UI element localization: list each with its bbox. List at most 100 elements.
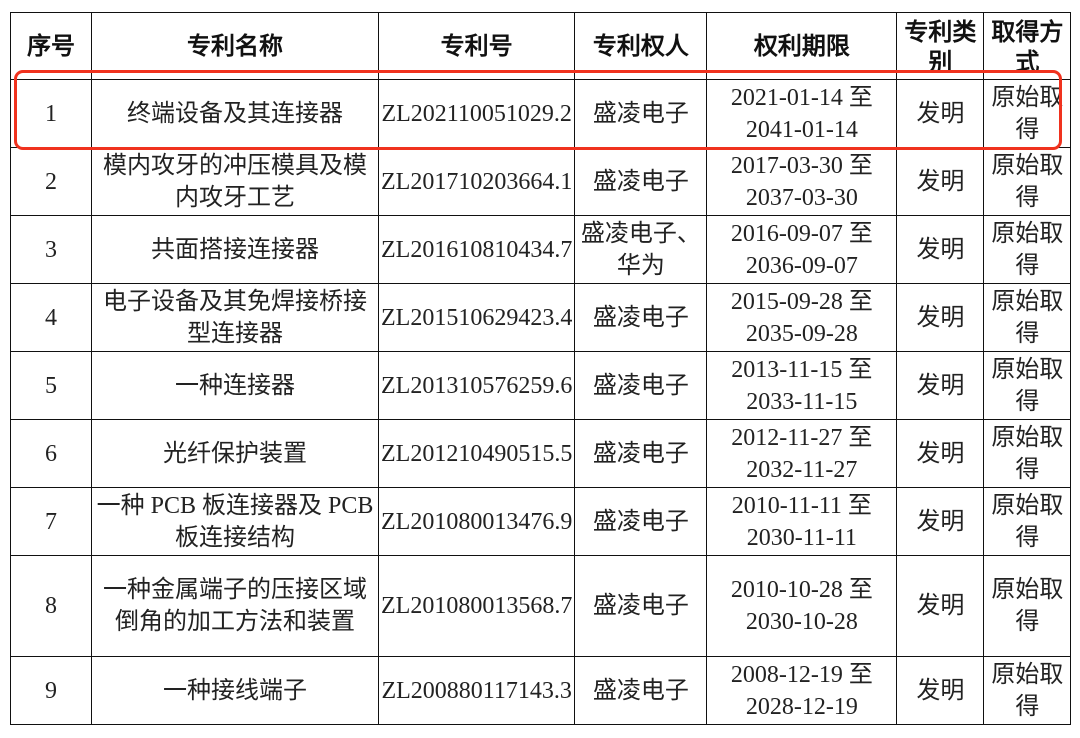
patent-number: ZL201610810434.7 (381, 236, 573, 263)
patent-number: ZL201080013568.7 (381, 593, 573, 619)
patent-number: ZL201710203664.1 (381, 168, 573, 195)
header-type: 专利类别 (896, 12, 985, 80)
row-number: 9 (45, 677, 57, 704)
patent-owner: 盛凌电子 (592, 372, 689, 399)
patent-name: 一种 PCB 板连接器及 PCB 板连接结构 (96, 492, 374, 551)
header-no: 序号 (10, 12, 92, 80)
patent-owner-cell: 盛凌电子 (574, 555, 708, 657)
patent-name-cell: 光纤保护装置 (91, 419, 379, 488)
patent-number-cell: ZL201510629423.4 (377, 283, 576, 352)
patent-owner: 盛凌电子 (592, 593, 689, 619)
table-row: 7 一种 PCB 板连接器及 PCB 板连接结构 ZL201080013476.9 盛… (10, 487, 1072, 556)
table-row: 4 电子设备及其免焊接桥接型连接器 ZL201510629423.4 盛凌电子 2015… (10, 283, 1072, 352)
patent-number: ZL202110051029.2 (381, 100, 572, 127)
patent-type-cell: 发明 (896, 215, 985, 284)
patent-owner-cell: 盛凌电子 (574, 79, 708, 148)
header-owner: 专利权人 (574, 12, 708, 80)
patent-term-cell: 2017-03-30 至 2037-03-30 (706, 147, 898, 216)
patent-name-cell: 电子设备及其免焊接桥接型连接器 (91, 283, 379, 352)
patent-term: 2010-11-11 至 2030-11-11 (731, 492, 872, 551)
table-row: 9 一种接线端子 ZL200880117143.3 盛凌电子 2008-12-19 至 … (10, 656, 1072, 725)
acquisition-method: 原始取得 (991, 492, 1064, 551)
table-row: 8 一种金属端子的压接区域倒角的加工方法和装置 ZL201080013568.7 盛凌… (10, 555, 1072, 657)
patent-name: 一种金属端子的压接区域倒角的加工方法和装置 (103, 577, 367, 635)
patent-owner: 盛凌电子 (592, 168, 689, 195)
patent-owner-cell: 盛凌电子 (574, 487, 708, 556)
patent-type: 发明 (916, 236, 965, 263)
patent-number: ZL201210490515.5 (381, 440, 573, 467)
patent-name: 一种接线端子 (163, 677, 307, 704)
patent-number-cell: ZL201080013476.9 (377, 487, 576, 556)
row-number-cell: 3 (10, 215, 92, 284)
patent-name: 一种连接器 (175, 372, 295, 399)
acquisition-method-cell: 原始取得 (983, 147, 1072, 216)
patent-number: ZL201310576259.6 (381, 372, 573, 399)
patent-number-cell: ZL202110051029.2 (377, 79, 576, 148)
header-row: 序号 专利名称 专利号 专利权人 权利期限 专利类别 取得方式 (10, 12, 1072, 80)
patent-name-cell: 终端设备及其连接器 (91, 79, 379, 148)
patent-number-cell: ZL201710203664.1 (377, 147, 576, 216)
patent-number-cell: ZL201210490515.5 (377, 419, 576, 488)
acquisition-method: 原始取得 (991, 661, 1064, 720)
row-number: 1 (45, 100, 57, 127)
patent-owner-cell: 盛凌电子 (574, 351, 708, 420)
patent-name-cell: 一种金属端子的压接区域倒角的加工方法和装置 (91, 555, 379, 657)
row-number-cell: 7 (10, 487, 92, 556)
table-row: 5 一种连接器 ZL201310576259.6 盛凌电子 2013-11-15 至 2… (10, 351, 1072, 420)
patent-type: 发明 (916, 508, 965, 535)
acquisition-method: 原始取得 (991, 577, 1064, 635)
acquisition-method-cell: 原始取得 (983, 79, 1072, 148)
patent-name: 光纤保护装置 (163, 440, 307, 467)
row-number-cell: 5 (10, 351, 92, 420)
patent-term: 2017-03-30 至 2037-03-30 (730, 152, 873, 211)
table-row: 6 光纤保护装置 ZL201210490515.5 盛凌电子 2012-11-27 至 … (10, 419, 1072, 488)
patent-type-cell: 发明 (896, 351, 985, 420)
patent-term-cell: 2012-11-27 至 2032-11-27 (706, 419, 898, 488)
acquisition-method: 原始取得 (991, 84, 1064, 143)
patent-type-cell: 发明 (896, 79, 985, 148)
patent-name-cell: 共面搭接连接器 (91, 215, 379, 284)
patent-type: 发明 (916, 593, 965, 619)
row-number-cell: 6 (10, 419, 92, 488)
patent-owner-cell: 盛凌电子 (574, 283, 708, 352)
acquisition-method: 原始取得 (991, 424, 1064, 483)
acquisition-method-cell: 原始取得 (983, 351, 1072, 420)
row-number: 4 (45, 304, 57, 331)
patent-type: 发明 (916, 304, 965, 331)
row-number: 3 (45, 236, 57, 263)
acquisition-method: 原始取得 (991, 220, 1064, 279)
header-name: 专利名称 (91, 12, 379, 80)
patent-type-cell: 发明 (896, 656, 985, 725)
acquisition-method: 原始取得 (991, 288, 1064, 347)
row-number: 6 (45, 440, 57, 467)
patent-type: 发明 (916, 677, 965, 704)
patent-term-cell: 2010-11-11 至 2030-11-11 (706, 487, 898, 556)
patent-term-cell: 2015-09-28 至 2035-09-28 (706, 283, 898, 352)
header-acquisition: 取得方式 (983, 12, 1072, 80)
patent-term-cell: 2016-09-07 至 2036-09-07 (706, 215, 898, 284)
row-number-cell: 8 (10, 555, 92, 657)
row-number-cell: 4 (10, 283, 92, 352)
patent-type-cell: 发明 (896, 419, 985, 488)
acquisition-method-cell: 原始取得 (983, 419, 1072, 488)
patent-term-cell: 2013-11-15 至 2033-11-15 (706, 351, 898, 420)
patent-owner-cell: 盛凌电子 (574, 147, 708, 216)
patent-term: 2008-12-19 至 2028-12-19 (730, 661, 873, 720)
patent-type-cell: 发明 (896, 147, 985, 216)
patent-number-cell: ZL201610810434.7 (377, 215, 576, 284)
patent-type-cell: 发明 (896, 555, 985, 657)
row-number: 7 (45, 508, 57, 535)
patent-type: 发明 (916, 100, 965, 127)
patent-term-cell: 2010-10-28 至 2030-10-28 (706, 555, 898, 657)
patent-name-cell: 一种接线端子 (91, 656, 379, 725)
patent-owner: 盛凌电子 (592, 677, 689, 704)
patent-term: 2013-11-15 至 2033-11-15 (731, 356, 873, 415)
table-row: 2 模内攻牙的冲压模具及模内攻牙工艺 ZL201710203664.1 盛凌电子 201… (10, 147, 1072, 216)
patent-term-cell: 2008-12-19 至 2028-12-19 (706, 656, 898, 725)
patent-term: 2016-09-07 至 2036-09-07 (730, 220, 873, 279)
patent-type: 发明 (916, 372, 965, 399)
acquisition-method-cell: 原始取得 (983, 555, 1072, 657)
patent-name-cell: 一种连接器 (91, 351, 379, 420)
patent-type-cell: 发明 (896, 283, 985, 352)
patent-owner: 盛凌电子 (592, 100, 689, 127)
